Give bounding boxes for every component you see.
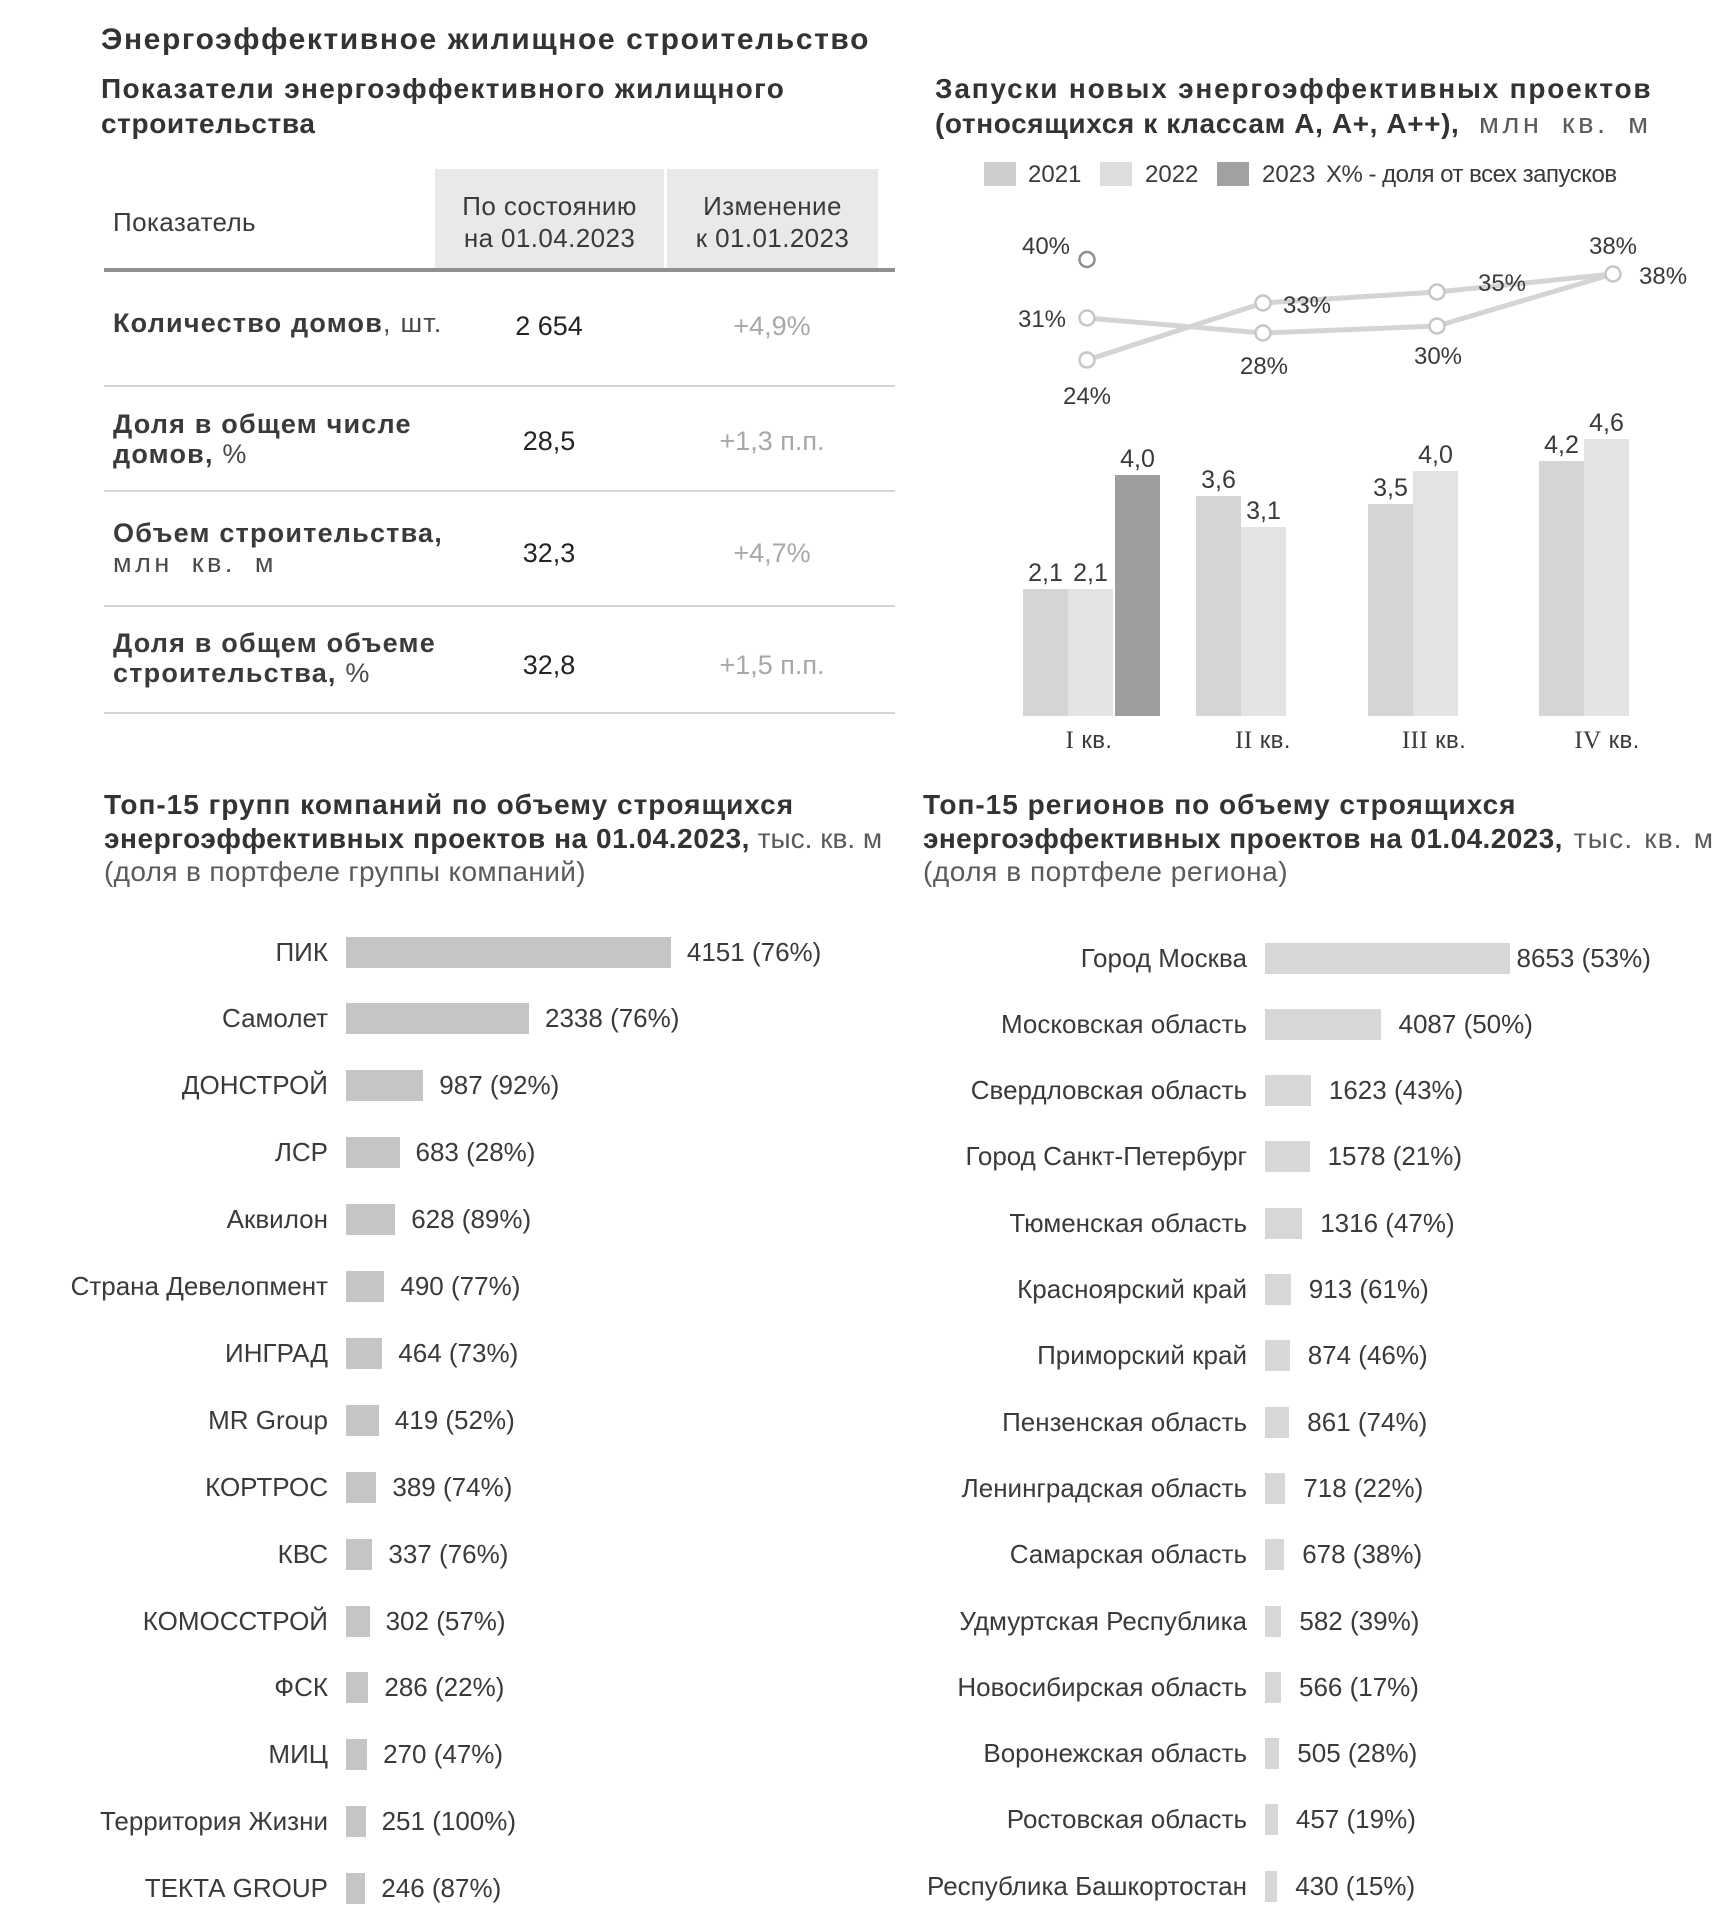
svg-text:IV кв.: IV кв. [1574,727,1639,754]
svg-text:31%: 31% [1018,306,1066,333]
svg-text:4,6: 4,6 [1589,409,1624,437]
svg-text:35%: 35% [1478,270,1526,297]
svg-text:4,2: 4,2 [1544,431,1579,459]
svg-text:28%: 28% [1240,353,1288,380]
svg-text:2,1: 2,1 [1028,559,1063,587]
svg-text:3,1: 3,1 [1246,497,1281,525]
svg-text:30%: 30% [1414,343,1462,370]
svg-text:2,1: 2,1 [1073,559,1108,587]
svg-text:24%: 24% [1063,383,1111,410]
svg-text:II кв.: II кв. [1235,727,1291,754]
svg-text:38%: 38% [1639,263,1687,290]
svg-text:3,6: 3,6 [1201,466,1236,494]
svg-text:III кв.: III кв. [1402,727,1466,754]
svg-text:4,0: 4,0 [1418,441,1453,469]
svg-text:I кв.: I кв. [1066,727,1113,754]
svg-text:4,0: 4,0 [1120,445,1155,473]
svg-text:40%: 40% [1022,233,1070,260]
svg-text:38%: 38% [1589,233,1637,260]
svg-text:33%: 33% [1283,292,1331,319]
svg-text:3,5: 3,5 [1373,474,1408,502]
